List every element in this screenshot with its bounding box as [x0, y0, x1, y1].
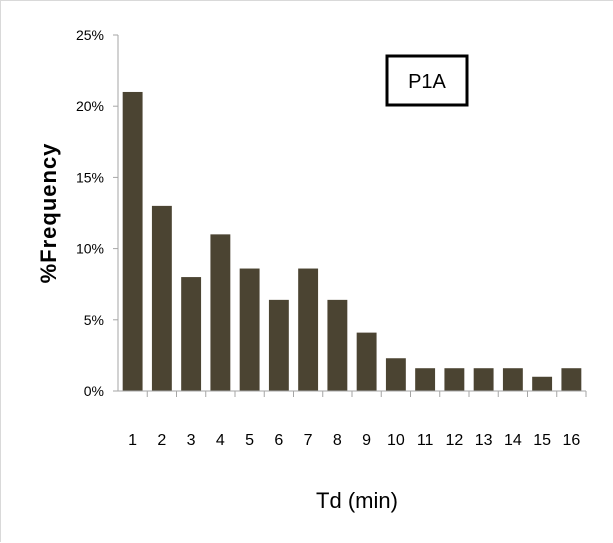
x-tick-label: 3 [187, 432, 196, 449]
y-tick-label: 0% [84, 383, 104, 399]
bar-10 [385, 358, 406, 391]
bar-2 [151, 205, 172, 391]
y-tick-label: 15% [76, 169, 104, 185]
y-tick-label: 20% [76, 98, 104, 114]
y-tick-label: 25% [76, 27, 104, 43]
x-tick-label: 1 [128, 432, 137, 449]
y-tick-label: 10% [76, 241, 104, 257]
bar-1 [122, 91, 143, 392]
x-tick-label: 8 [333, 432, 342, 449]
bar-15 [532, 376, 553, 391]
x-tick-label: 2 [157, 432, 166, 449]
y-axis-label: %Frequency [36, 143, 61, 284]
x-tick-label: 7 [304, 432, 313, 449]
bar-13 [473, 368, 494, 391]
x-tick-label: 11 [417, 432, 434, 449]
bar-8 [327, 299, 348, 391]
x-tick-label: 6 [274, 432, 283, 449]
bar-4 [210, 234, 231, 391]
bar-3 [181, 277, 202, 391]
x-tick-label: 16 [562, 432, 580, 449]
bar-6 [268, 299, 289, 391]
bar-9 [356, 332, 377, 391]
annotation-box: P1A [385, 54, 469, 107]
x-tick-label: 13 [475, 432, 493, 449]
x-tick-label: 15 [533, 432, 551, 449]
bar-14 [502, 368, 523, 391]
bars [122, 91, 582, 392]
x-axis-ticks: 1 2 3 4 5 6 7 8 9 10 11 12 13 14 15 16 [128, 391, 587, 449]
bar-7 [298, 268, 319, 391]
bar-5 [239, 268, 260, 391]
y-tick-label: 5% [84, 312, 104, 328]
x-axis-label: Td (min) [316, 488, 398, 513]
annotation-label: P1A [408, 71, 446, 93]
x-tick-label: 4 [216, 432, 225, 449]
y-axis-ticks: 0% 5% 10% 15% 20% 25% [76, 27, 118, 399]
x-tick-label: 5 [245, 432, 254, 449]
bar-12 [444, 368, 465, 391]
x-tick-label: 12 [445, 432, 463, 449]
x-tick-label: 14 [504, 432, 522, 449]
x-tick-label: 9 [362, 432, 371, 449]
x-tick-label: 10 [387, 432, 405, 449]
bar-11 [415, 368, 436, 391]
bar-16 [561, 368, 582, 391]
